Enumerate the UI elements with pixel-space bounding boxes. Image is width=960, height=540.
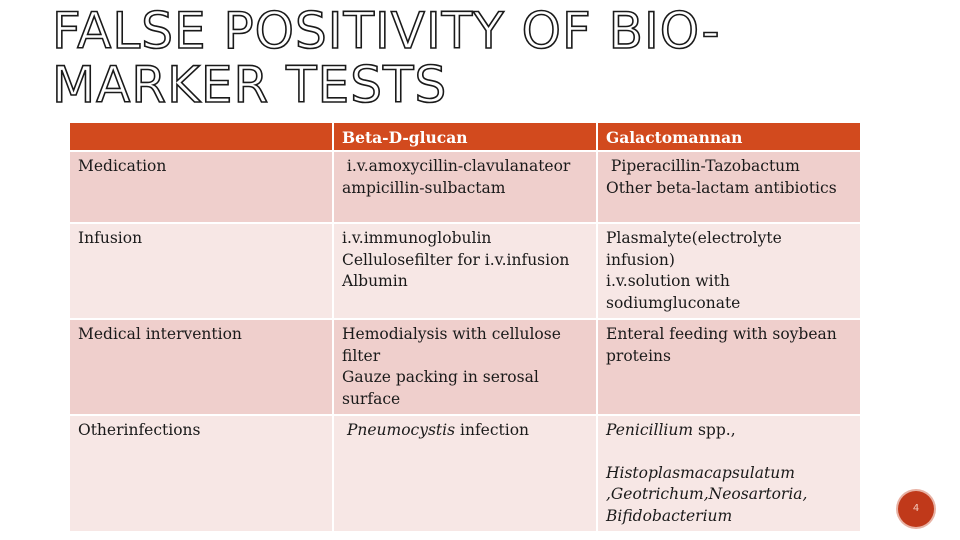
cell-line: Enteral feeding with soybean — [606, 325, 837, 343]
cell-line: ampicillin-sulbactam — [342, 178, 506, 197]
galacto-cell: Enteral feeding with soybean proteins — [596, 318, 862, 416]
cell-line: Penicillium spp., — [606, 420, 852, 442]
cell-line: Albumin — [342, 272, 408, 290]
beta-cell: i.v.amoxycillin-clavulanateor ampicillin… — [332, 150, 598, 224]
beta-cell: Pneumocystis infection — [332, 414, 598, 533]
header-galactomannan: Galactomannan — [596, 121, 862, 152]
slide-title: FALSE POSITIVITY OF BIO- MARKER TESTS — [51, 2, 772, 114]
cell-line: i.v.immunoglobulin — [342, 229, 492, 247]
spacer — [606, 442, 852, 463]
galacto-cell: Piperacillin-Tazobactum Other beta-lacta… — [596, 150, 862, 224]
cell-line: ,Geotrichum,Neosartoria, — [606, 485, 808, 503]
cell-text: spp., — [693, 421, 736, 439]
cell-line: Bifidobacterium — [606, 506, 733, 525]
row-label: Otherinfections — [68, 414, 334, 533]
galacto-cell: Penicillium spp., Histoplasmacapsulatum … — [596, 414, 862, 533]
table-row: Otherinfections Pneumocystis infection P… — [68, 414, 862, 533]
row-label: Infusion — [68, 222, 334, 320]
header-blank — [68, 121, 334, 152]
cell-line: Histoplasmacapsulatum — [606, 463, 795, 482]
galacto-cell: Plasmalyte(electrolyte infusion) i.v.sol… — [596, 222, 862, 320]
title-line-1: FALSE POSITIVITY OF BIO- — [51, 2, 721, 60]
table-row: Medical intervention Hemodialysis with c… — [68, 318, 862, 416]
italic-organism: Pneumocystis — [346, 421, 456, 439]
page-number-badge: 4 — [898, 491, 934, 527]
beta-cell: Hemodialysis with cellulose filter Gauze… — [332, 318, 598, 416]
row-label: Medical intervention — [68, 318, 334, 416]
cell-line: proteins — [606, 346, 671, 365]
row-label: Medication — [68, 150, 334, 224]
biomarker-table: Beta-D-glucan Galactomannan Medication i… — [68, 121, 862, 533]
cell-line: Piperacillin-Tazobactum — [606, 157, 800, 175]
header-beta-d-glucan: Beta-D-glucan — [332, 121, 598, 152]
beta-cell: i.v.immunoglobulin Cellulosefilter for i… — [332, 222, 598, 320]
italic-organism: Penicillium — [606, 421, 694, 439]
cell-line: Gauze packing in serosal — [342, 368, 539, 386]
cell-line: filter — [342, 346, 381, 365]
cell-line: sodiumgluconate — [606, 293, 741, 312]
cell-line: Other beta-lactam antibiotics — [606, 178, 837, 197]
cell-line: Cellulosefilter for i.v.infusion — [342, 250, 570, 269]
cell-line: Hemodialysis with cellulose — [342, 325, 561, 343]
cell-line: i.v.solution with — [606, 272, 730, 290]
title-line-2: MARKER TESTS — [51, 56, 448, 114]
cell-line: i.v.amoxycillin-clavulanateor — [342, 157, 571, 175]
cell-line: Pneumocystis infection — [342, 420, 588, 442]
cell-line: surface — [342, 389, 401, 408]
table-row: Infusion i.v.immunoglobulin Cellulosefil… — [68, 222, 862, 320]
cell-line: Plasmalyte(electrolyte — [606, 229, 782, 247]
table-row: Medication i.v.amoxycillin-clavulanateor… — [68, 150, 862, 224]
cell-text: infection — [455, 421, 530, 439]
table-header-row: Beta-D-glucan Galactomannan — [68, 121, 862, 152]
cell-line: infusion) — [606, 250, 675, 269]
